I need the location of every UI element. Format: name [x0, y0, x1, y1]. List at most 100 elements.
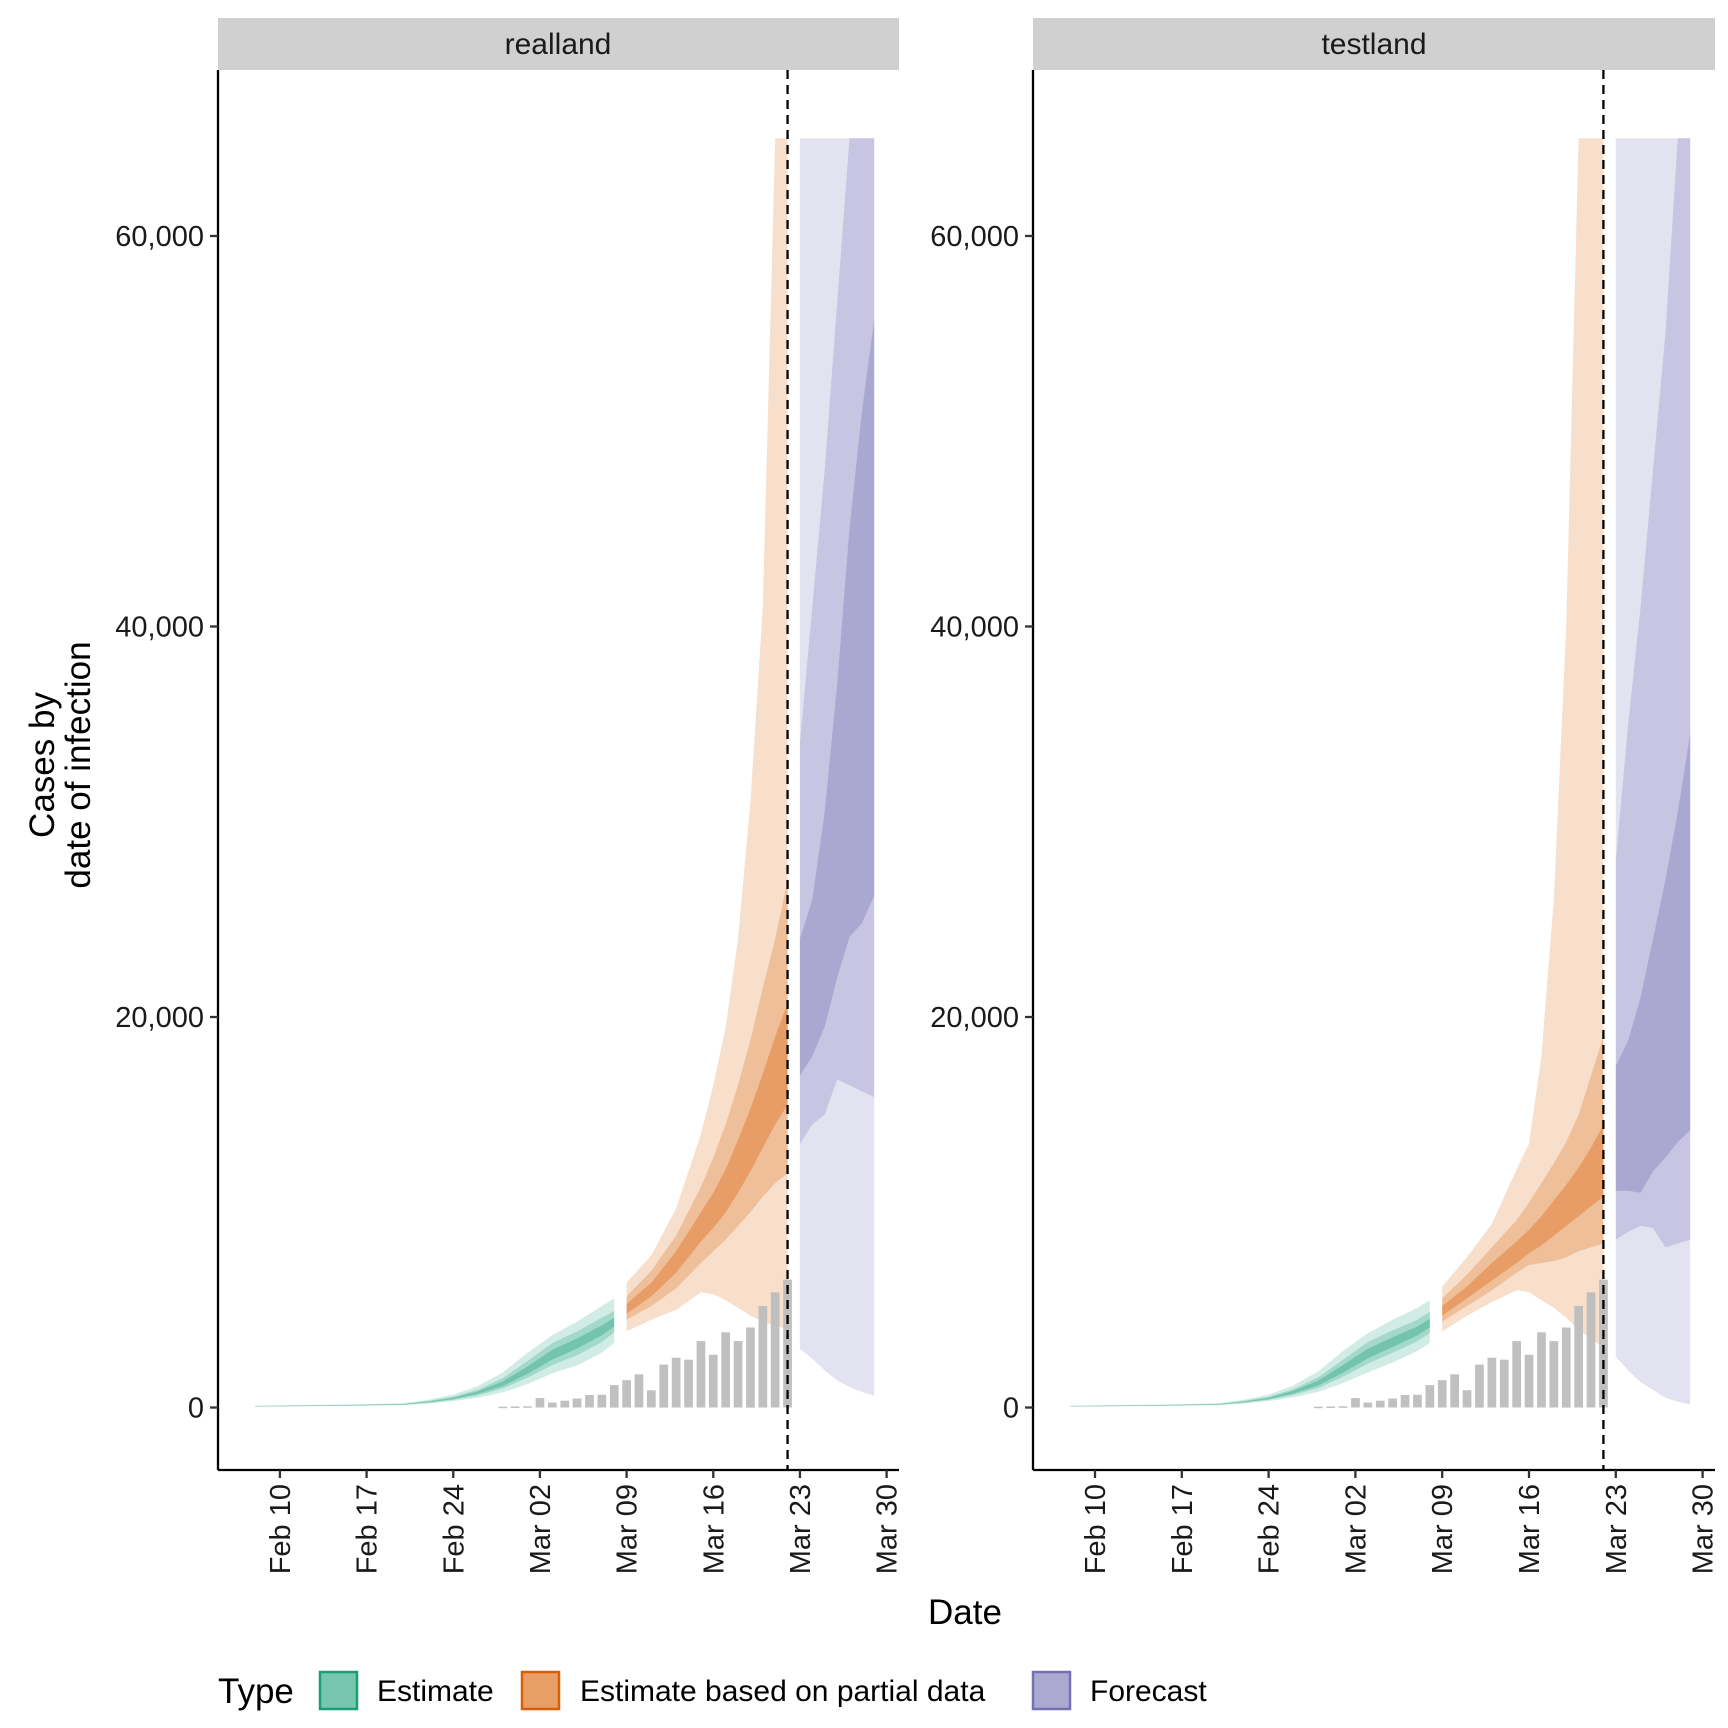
x-tick-label: Feb 10: [1080, 1484, 1112, 1574]
axes-group: 0 20,000 40,000 60,000 Feb 10 Feb 17 Feb 24 Mar…: [930, 70, 1720, 1574]
y-axis-title-line-2: date of infection: [59, 641, 98, 888]
x-tick-label: Feb 24: [438, 1484, 470, 1574]
reported-cases-bar: [1462, 1390, 1472, 1408]
partial-band-q05-q95: [1442, 138, 1604, 1347]
reported-cases-bar: [1313, 1406, 1323, 1409]
forecast-band-q05-q95: [1615, 138, 1691, 1405]
reported-cases-bar: [1574, 1306, 1583, 1408]
reported-cases-bar: [770, 1292, 780, 1408]
forecast-band-q20-q80: [799, 138, 875, 1144]
reported-cases-bar: [1375, 1400, 1385, 1408]
legend-key-partial: [520, 1670, 561, 1711]
reported-cases-bar: [783, 1279, 792, 1408]
reported-cases-bar: [696, 1341, 706, 1408]
reported-cases-bar: [1413, 1394, 1422, 1408]
reported-cases-bar: [1388, 1398, 1397, 1408]
reported-cases-bar: [609, 1385, 619, 1408]
estimate-band-q20-q80: [255, 1310, 615, 1407]
forecast-band-q05-q95: [799, 138, 875, 1396]
x-tick-label: Mar 23: [785, 1484, 817, 1574]
reported-cases-bar: [1561, 1327, 1571, 1408]
bands-group: [255, 138, 875, 1407]
reported-cases-bar: [1537, 1332, 1546, 1408]
reported-cases-bar: [560, 1400, 570, 1408]
partial-band-q35-q65: [1442, 1124, 1604, 1316]
estimate-band-q35-q65: [1070, 1318, 1430, 1407]
reported-cases-bar: [1437, 1380, 1447, 1408]
panel-title: testland: [1321, 28, 1426, 61]
forecast-band-q35-q65: [1615, 733, 1691, 1193]
estimate-band-q20-q80: [1070, 1311, 1430, 1407]
reported-cases-bar: [634, 1374, 644, 1408]
legend-key-estimate: [318, 1670, 359, 1711]
forecast-band-q20-q80: [1615, 138, 1691, 1248]
partial-band-q20-q80: [626, 880, 788, 1320]
reported-cases-bar: [510, 1406, 520, 1408]
reported-cases-bar: [1586, 1292, 1596, 1408]
x-tick-label: Feb 24: [1254, 1484, 1286, 1574]
reported-cases-bar: [1450, 1374, 1459, 1408]
reported-cases-bar: [1475, 1364, 1484, 1408]
x-tick-label: Feb 17: [352, 1484, 384, 1574]
reported-cases-bar: [1400, 1395, 1410, 1408]
x-tick-label: Mar 16: [1514, 1484, 1546, 1574]
reported-cases-bar: [585, 1395, 594, 1408]
reported-cases-bar: [1524, 1354, 1534, 1408]
estimate-band-q35-q65: [255, 1317, 615, 1407]
reported-cases-bar: [548, 1402, 557, 1408]
legend-title: Type: [218, 1672, 294, 1711]
reported-cases-bar: [523, 1406, 532, 1408]
x-tick-label: Mar 30: [1688, 1484, 1720, 1574]
legend-label-estimate: Estimate: [377, 1675, 494, 1708]
x-tick-label: Feb 17: [1167, 1484, 1199, 1574]
reported-cases-bar: [572, 1398, 582, 1408]
x-tick-label: Mar 09: [612, 1484, 644, 1574]
y-axis-title: Cases by date of infection: [23, 641, 98, 888]
panel-testland: testland 0 20,000 40,000 60,000 Feb 10 Feb 17…: [930, 18, 1720, 1574]
forecast-band-q35-q65: [799, 319, 875, 1076]
reported-cases-bar: [1338, 1406, 1348, 1408]
panel-realland: realland 0 20,000 40,000 60,000 Feb 10 Feb 17…: [115, 18, 904, 1574]
y-tick-label: 0: [188, 1393, 204, 1425]
y-tick-label: 60,000: [930, 221, 1019, 253]
y-tick-label: 20,000: [930, 1002, 1019, 1034]
reported-cases-bar: [1351, 1398, 1360, 1408]
partial-band-q35-q65: [626, 1003, 788, 1314]
partial-band-q20-q80: [1442, 1036, 1604, 1322]
reported-cases-bar: [1425, 1385, 1435, 1408]
y-tick-label: 20,000: [115, 1002, 204, 1034]
reported-cases-bar: [647, 1390, 656, 1408]
legend-key-forecast: [1031, 1670, 1072, 1711]
estimate-band-q05-q95: [255, 1298, 615, 1407]
x-tick-label: Mar 09: [1427, 1484, 1459, 1574]
panel-title: realland: [505, 28, 612, 61]
axes-group: 0 20,000 40,000 60,000 Feb 10 Feb 17 Feb 24 Mar…: [115, 70, 904, 1574]
y-tick-label: 40,000: [115, 611, 204, 643]
reported-cases-bar: [1487, 1357, 1497, 1408]
reported-cases-bar: [671, 1357, 681, 1408]
bars-group: [1313, 1279, 1608, 1409]
x-tick-label: Mar 16: [698, 1484, 730, 1574]
reported-cases-bar: [1599, 1279, 1608, 1408]
x-tick-label: Mar 02: [525, 1484, 557, 1574]
legend-label-forecast: Forecast: [1090, 1675, 1207, 1708]
reported-cases-bar: [1512, 1341, 1521, 1408]
legend-label-partial: Estimate based on partial data: [580, 1675, 986, 1708]
reported-cases-bar: [498, 1406, 508, 1409]
reported-cases-bar: [1363, 1402, 1373, 1408]
y-tick-label: 0: [1003, 1393, 1019, 1425]
reported-cases-bar: [1326, 1406, 1335, 1408]
reported-cases-bar: [659, 1364, 669, 1408]
x-tick-label: Mar 02: [1340, 1484, 1372, 1574]
y-tick-label: 40,000: [930, 611, 1019, 643]
bands-group: [1070, 138, 1691, 1407]
estimate-band-q05-q95: [1070, 1300, 1430, 1407]
x-tick-label: Feb 10: [265, 1484, 297, 1574]
x-tick-label: Mar 23: [1601, 1484, 1633, 1574]
partial-band-q05-q95: [626, 138, 788, 1332]
reported-cases-bar: [758, 1306, 768, 1408]
panel-strip: [218, 18, 899, 70]
reported-cases-bar: [708, 1354, 718, 1408]
